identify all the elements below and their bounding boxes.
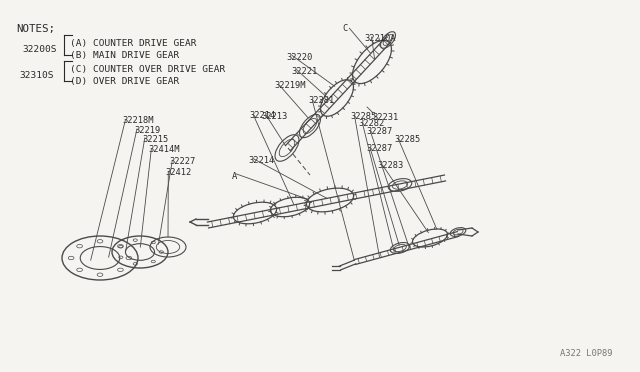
Text: 32414M: 32414M — [148, 145, 180, 154]
Text: (A) COUNTER DRIVE GEAR: (A) COUNTER DRIVE GEAR — [70, 39, 197, 48]
Text: 32287: 32287 — [366, 144, 392, 153]
Text: 32220: 32220 — [287, 53, 313, 62]
Text: 32221: 32221 — [291, 67, 317, 76]
Text: 32227: 32227 — [170, 157, 196, 166]
Text: 32310S: 32310S — [19, 71, 54, 80]
Text: 32213: 32213 — [261, 112, 287, 121]
Text: NOTES;: NOTES; — [16, 24, 55, 34]
Text: 32218M: 32218M — [123, 116, 154, 125]
Text: 32285: 32285 — [351, 112, 377, 121]
Text: 32210A: 32210A — [365, 34, 396, 43]
Text: (B) MAIN DRIVE GEAR: (B) MAIN DRIVE GEAR — [70, 51, 180, 60]
Text: (D) OVER DRIVE GEAR: (D) OVER DRIVE GEAR — [70, 77, 180, 86]
Text: 32283: 32283 — [378, 161, 404, 170]
Text: A322 L0P89: A322 L0P89 — [560, 349, 612, 358]
Text: 32282: 32282 — [358, 119, 385, 128]
Text: 32219: 32219 — [134, 126, 161, 135]
Text: 32285: 32285 — [394, 135, 420, 144]
Text: 32219M: 32219M — [274, 81, 305, 90]
Text: 32214: 32214 — [250, 111, 276, 120]
Text: 32287: 32287 — [366, 127, 392, 136]
Text: 32281: 32281 — [308, 96, 335, 105]
Text: 32214: 32214 — [248, 156, 275, 165]
Text: 32231: 32231 — [372, 113, 399, 122]
Text: C: C — [342, 24, 348, 33]
Text: 32200S: 32200S — [22, 45, 57, 54]
Text: A: A — [232, 172, 237, 181]
Text: 32215: 32215 — [142, 135, 168, 144]
Text: (C) COUNTER OVER DRIVE GEAR: (C) COUNTER OVER DRIVE GEAR — [70, 65, 226, 74]
Text: 32412: 32412 — [165, 168, 191, 177]
